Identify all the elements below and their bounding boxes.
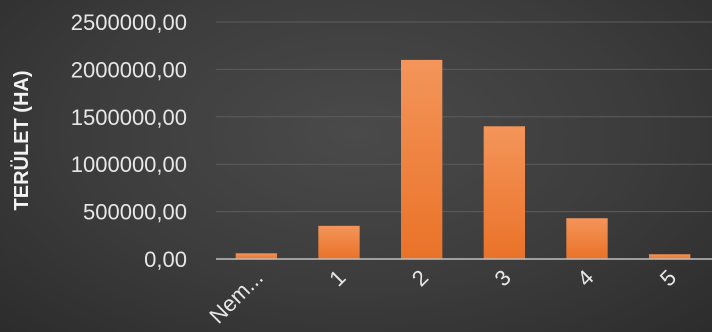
bar	[649, 254, 691, 259]
y-axis-title: TERÜLET (HA)	[10, 71, 33, 211]
y-tick-labels: 0,00 500000,00 1000000,00 1500000,00 2000000…	[71, 10, 187, 272]
bar	[483, 126, 525, 259]
y-tick-label: 0,00	[144, 247, 187, 272]
x-tick-label: 4	[572, 265, 598, 291]
bars	[235, 59, 691, 259]
bar	[401, 59, 443, 259]
x-tick-label: 2	[407, 265, 433, 291]
x-tick-label: 5	[655, 265, 681, 291]
y-tick-label: 500000,00	[83, 200, 187, 225]
bar	[566, 218, 608, 259]
y-tick-label: 1500000,00	[71, 105, 187, 130]
y-tick-label: 2000000,00	[71, 57, 187, 82]
y-tick-label: 2500000,00	[71, 10, 187, 35]
bar	[235, 253, 277, 259]
x-tick-labels: Nem... 1 2 3 4 5	[204, 265, 681, 328]
x-tick-label: Nem...	[204, 265, 267, 328]
gridlines	[216, 21, 712, 213]
bar	[318, 225, 360, 259]
x-tick-label: 3	[490, 265, 516, 291]
x-tick-label: 1	[324, 265, 350, 291]
y-tick-label: 1000000,00	[71, 152, 187, 177]
